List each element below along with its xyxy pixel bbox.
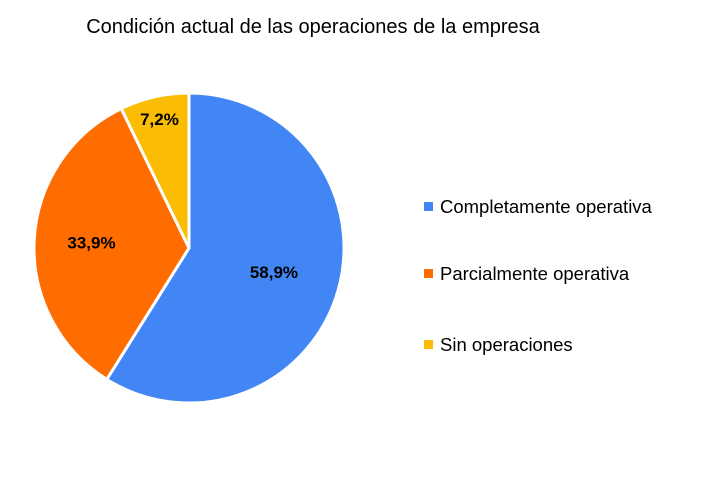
legend-item-sin-operaciones: Sin operaciones — [424, 334, 573, 356]
pie-slice-sin-operaciones — [119, 91, 191, 250]
data-label: 58,9% — [250, 263, 298, 282]
chart-title: Condición actual de las operaciones de l… — [86, 16, 540, 38]
legend-swatch — [424, 201, 433, 211]
legend-swatch — [424, 268, 433, 278]
legend-label: Completamente operativa — [440, 196, 652, 217]
pie-slice-completamente-operativa — [105, 91, 346, 405]
data-label: 7,2% — [140, 110, 179, 129]
legend-label: Parcialmente operativa — [440, 263, 630, 284]
legend-item-parcialmente-operativa: Parcialmente operativa — [424, 263, 629, 285]
legend-swatch — [424, 339, 433, 349]
pie-slice-parcialmente-operativa — [32, 107, 191, 381]
legend-item-completamente-operativa: Completamente operativa — [424, 196, 652, 218]
legend-label: Sin operaciones — [440, 334, 573, 355]
data-label: 33,9% — [67, 233, 115, 252]
